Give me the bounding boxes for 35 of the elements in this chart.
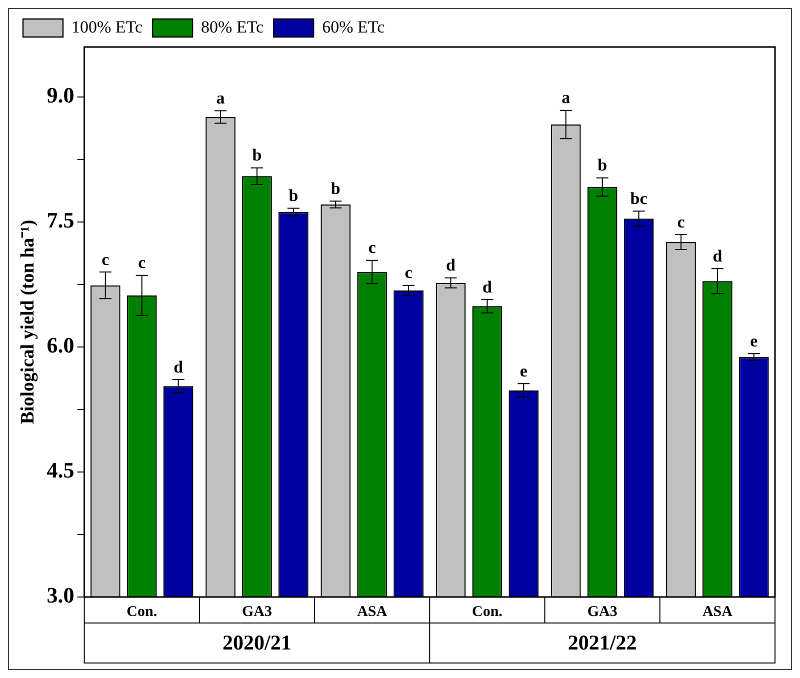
- data-label: b: [252, 146, 262, 165]
- data-label: c: [138, 253, 146, 272]
- y-axis-title: Biological yield (ton ha⁻¹): [17, 220, 38, 424]
- data-label: b: [330, 179, 340, 198]
- x-tick-label: ASA: [702, 604, 733, 620]
- data-label: c: [677, 212, 686, 232]
- data-label: bc: [630, 189, 648, 208]
- data-label: b: [598, 156, 608, 175]
- text: 2021/22: [568, 630, 637, 654]
- data-label: a: [562, 88, 571, 108]
- data-label: c: [102, 250, 110, 269]
- data-label: e: [520, 362, 528, 381]
- data-label: d: [712, 246, 723, 266]
- data-label: d: [482, 277, 492, 296]
- y-tick-label: 4.5: [46, 458, 74, 483]
- x-tick-label: ASA: [357, 604, 388, 620]
- x-tick-label: Con.: [472, 604, 503, 620]
- y-tick-label: 9.0: [46, 82, 74, 108]
- data-label: b: [288, 186, 298, 206]
- y-tick-label: 7.5: [46, 208, 74, 233]
- y-tick-label: 6.0: [46, 332, 74, 358]
- text: 2020/21: [222, 630, 292, 654]
- data-label: e: [750, 332, 758, 351]
- y-tick-label: 3.0: [46, 582, 74, 608]
- x-tick-label: GA3: [587, 604, 618, 620]
- legend-label: 100% ETc: [72, 17, 143, 36]
- data-label: c: [368, 238, 376, 258]
- legend-label: 80% ETc: [201, 17, 264, 36]
- x-tick-label: GA3: [242, 604, 272, 620]
- legend-label: 60% ETc: [322, 17, 386, 36]
- data-label: a: [216, 88, 226, 108]
- data-label: c: [404, 263, 413, 282]
- x-tick-label: Con.: [126, 604, 158, 620]
- data-label: d: [446, 256, 456, 275]
- data-label: d: [174, 357, 184, 376]
